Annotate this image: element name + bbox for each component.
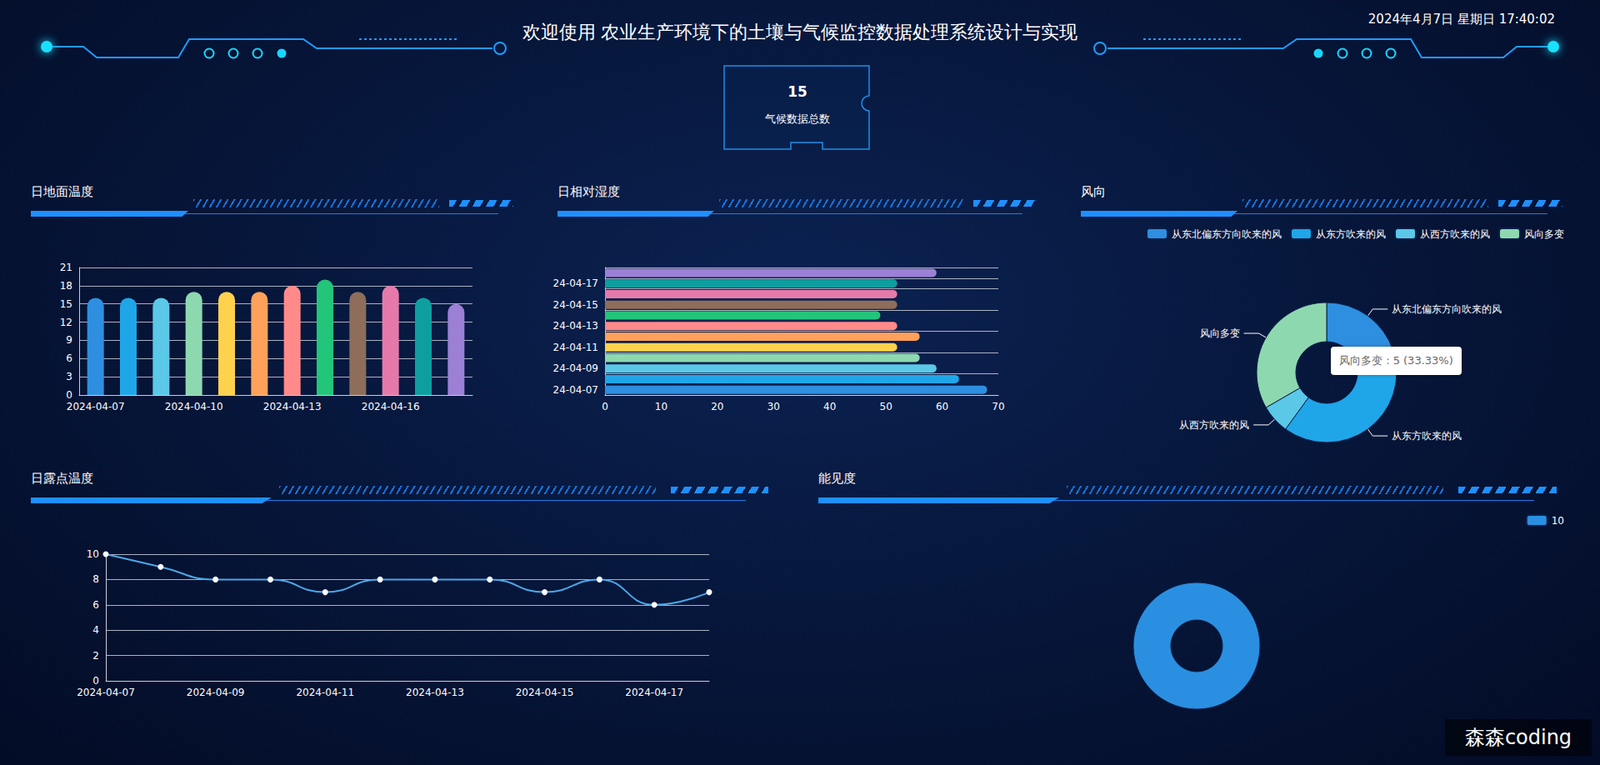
svg-text:15: 15 (60, 298, 73, 310)
svg-text:40: 40 (823, 400, 836, 413)
svg-text:风向多变: 风向多变 (1524, 228, 1565, 240)
svg-text:2024-04-13: 2024-04-13 (263, 400, 322, 413)
svg-text:从东方吹来的风: 从东方吹来的风 (1391, 430, 1462, 442)
svg-text:24-04-15: 24-04-15 (553, 299, 599, 311)
html-text:气候数据总数: 气候数据总数 (765, 112, 830, 125)
svg-text:24-04-13: 24-04-13 (553, 320, 599, 332)
svg-text:4: 4 (92, 624, 100, 636)
svg-text:2024-04-13: 2024-04-13 (405, 686, 465, 699)
svg-text:从西方吹来的风: 从西方吹来的风 (1420, 228, 1490, 240)
svg-text:从西方吹来的风: 从西方吹来的风 (1179, 419, 1250, 431)
svg-text:2024-04-16: 2024-04-16 (361, 400, 420, 413)
svg-text:20: 20 (710, 400, 724, 413)
html-text:森森coding: 森森coding (1464, 725, 1572, 750)
svg-text:70: 70 (991, 400, 1005, 413)
svg-text:2024-04-07: 2024-04-07 (76, 686, 135, 699)
svg-text:2024-04-07: 2024-04-07 (66, 400, 125, 413)
svg-text:24-04-17: 24-04-17 (553, 277, 599, 290)
svg-text:6: 6 (65, 352, 73, 365)
svg-text:0: 0 (601, 400, 609, 413)
svg-text:0: 0 (65, 389, 73, 401)
svg-text:2024-04-09: 2024-04-09 (186, 686, 245, 699)
svg-text:24-04-07: 24-04-07 (553, 384, 599, 396)
svg-text:0: 0 (92, 675, 100, 687)
svg-text:60: 60 (935, 400, 949, 413)
svg-text:10: 10 (655, 400, 668, 413)
html-text:15: 15 (787, 83, 808, 100)
svg-text:30: 30 (767, 400, 780, 413)
html-text:风向: 风向 (1080, 184, 1106, 200)
svg-text:2: 2 (92, 650, 100, 662)
svg-text:21: 21 (60, 261, 73, 274)
svg-text:50: 50 (880, 400, 893, 413)
svg-text:2024-04-17: 2024-04-17 (625, 686, 684, 699)
html-text:风向多变 : 5 (33.33%): 风向多变 : 5 (33.33%) (1339, 354, 1454, 367)
html-text:能见度: 能见度 (818, 470, 856, 486)
svg-text:9: 9 (65, 334, 73, 346)
svg-text:18: 18 (60, 280, 73, 292)
svg-text:2024-04-15: 2024-04-15 (515, 686, 575, 699)
html-text:日地面温度: 日地面温度 (30, 184, 94, 200)
html-text:2024年4月7日 星期日 17:40:02: 2024年4月7日 星期日 17:40:02 (1368, 11, 1555, 27)
svg-text:10: 10 (86, 548, 100, 560)
svg-text:2024-04-10: 2024-04-10 (165, 400, 224, 413)
svg-text:从东北偏东方向吹来的风: 从东北偏东方向吹来的风 (1391, 303, 1502, 315)
html-text:欢迎使用 农业生产环境下的土壤与气候监控数据处理系统设计与实: 欢迎使用 农业生产环境下的土壤与气候监控数据处理系统设计与实现 (522, 21, 1078, 43)
svg-text:从东方吹来的风: 从东方吹来的风 (1315, 228, 1386, 240)
html-text:日相对湿度: 日相对湿度 (557, 184, 620, 200)
svg-text:24-04-11: 24-04-11 (553, 341, 599, 354)
svg-text:24-04-09: 24-04-09 (553, 362, 599, 375)
svg-text:3: 3 (65, 370, 73, 383)
svg-text:从东北偏东方向吹来的风: 从东北偏东方向吹来的风 (1171, 228, 1282, 240)
svg-text:6: 6 (92, 599, 100, 611)
svg-text:风向多变: 风向多变 (1200, 327, 1240, 340)
svg-text:8: 8 (92, 573, 100, 585)
html-text:日露点温度: 日露点温度 (30, 470, 94, 486)
svg-text:2024-04-11: 2024-04-11 (295, 686, 355, 699)
svg-text:12: 12 (60, 316, 73, 329)
svg-text:10: 10 (1551, 515, 1565, 527)
